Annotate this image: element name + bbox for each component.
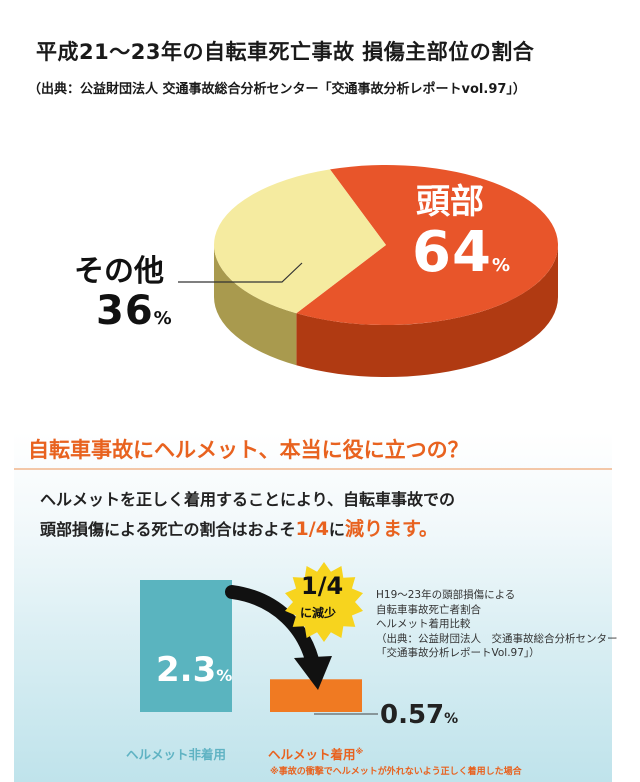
bar-category-nohelmet: ヘルメット非着用 bbox=[126, 747, 227, 762]
panel-divider bbox=[14, 468, 612, 470]
pie-value-other: 36% bbox=[96, 288, 173, 334]
source-citation: （出典：公益財団法人 交通事故総合分析センター「交通事故分析レポートvol.97… bbox=[28, 82, 526, 97]
bar-chart bbox=[140, 562, 378, 715]
data-note: H19～23年の頭部損傷による 自転車事故死亡者割合 ヘルメット着用比較 （出典… bbox=[376, 588, 618, 661]
note-line: ヘルメット着用比較 bbox=[376, 618, 471, 630]
pie-label-other: その他 bbox=[74, 254, 164, 289]
bar-value-nohelmet: 2.3% bbox=[156, 650, 233, 690]
message-line-1: ヘルメットを正しく着用することにより、自転車事故での bbox=[40, 490, 456, 509]
pie-slice-head bbox=[296, 165, 559, 325]
message-line-2: 頭部損傷による死亡の割合はおよそ1/4に減ります。 bbox=[40, 518, 439, 540]
pie-value-head: 64% bbox=[412, 220, 511, 285]
chart-title: 平成21～23年の自転車死亡事故 損傷主部位の割合 bbox=[36, 40, 535, 64]
burst-label-reduce: に減少 bbox=[300, 606, 337, 620]
pie-label-head: 頭部 bbox=[416, 182, 484, 222]
pie-side-head bbox=[296, 245, 558, 377]
panel-header: 自転車事故にヘルメット、本当に役に立つの？ bbox=[28, 438, 469, 462]
pie-side-other bbox=[214, 245, 297, 366]
bar-value-helmet: 0.57% bbox=[380, 700, 459, 730]
bar-category-helmet: ヘルメット着用※ bbox=[268, 746, 364, 762]
footnote: ※事故の衝撃でヘルメットが外れないよう正しく着用した場合 bbox=[270, 767, 522, 777]
note-line: 自転車事故死亡者割合 bbox=[376, 603, 481, 616]
bar-nohelmet bbox=[140, 580, 232, 712]
reduction-arrow-head bbox=[294, 656, 332, 690]
pie-chart bbox=[178, 165, 559, 377]
note-line: H19～23年の頭部損傷による bbox=[376, 589, 516, 601]
reduction-arrow-shaft bbox=[225, 585, 321, 675]
starburst-badge bbox=[285, 562, 363, 642]
note-line: （出典：公益財団法人 交通事故総合分析センター bbox=[376, 632, 618, 645]
burst-label-ratio: 1/4 bbox=[301, 572, 344, 600]
pie-slice-other bbox=[214, 169, 386, 314]
leader-line-other bbox=[178, 262, 303, 283]
note-line: 「交通事故分析レポートVol.97」） bbox=[376, 647, 540, 659]
